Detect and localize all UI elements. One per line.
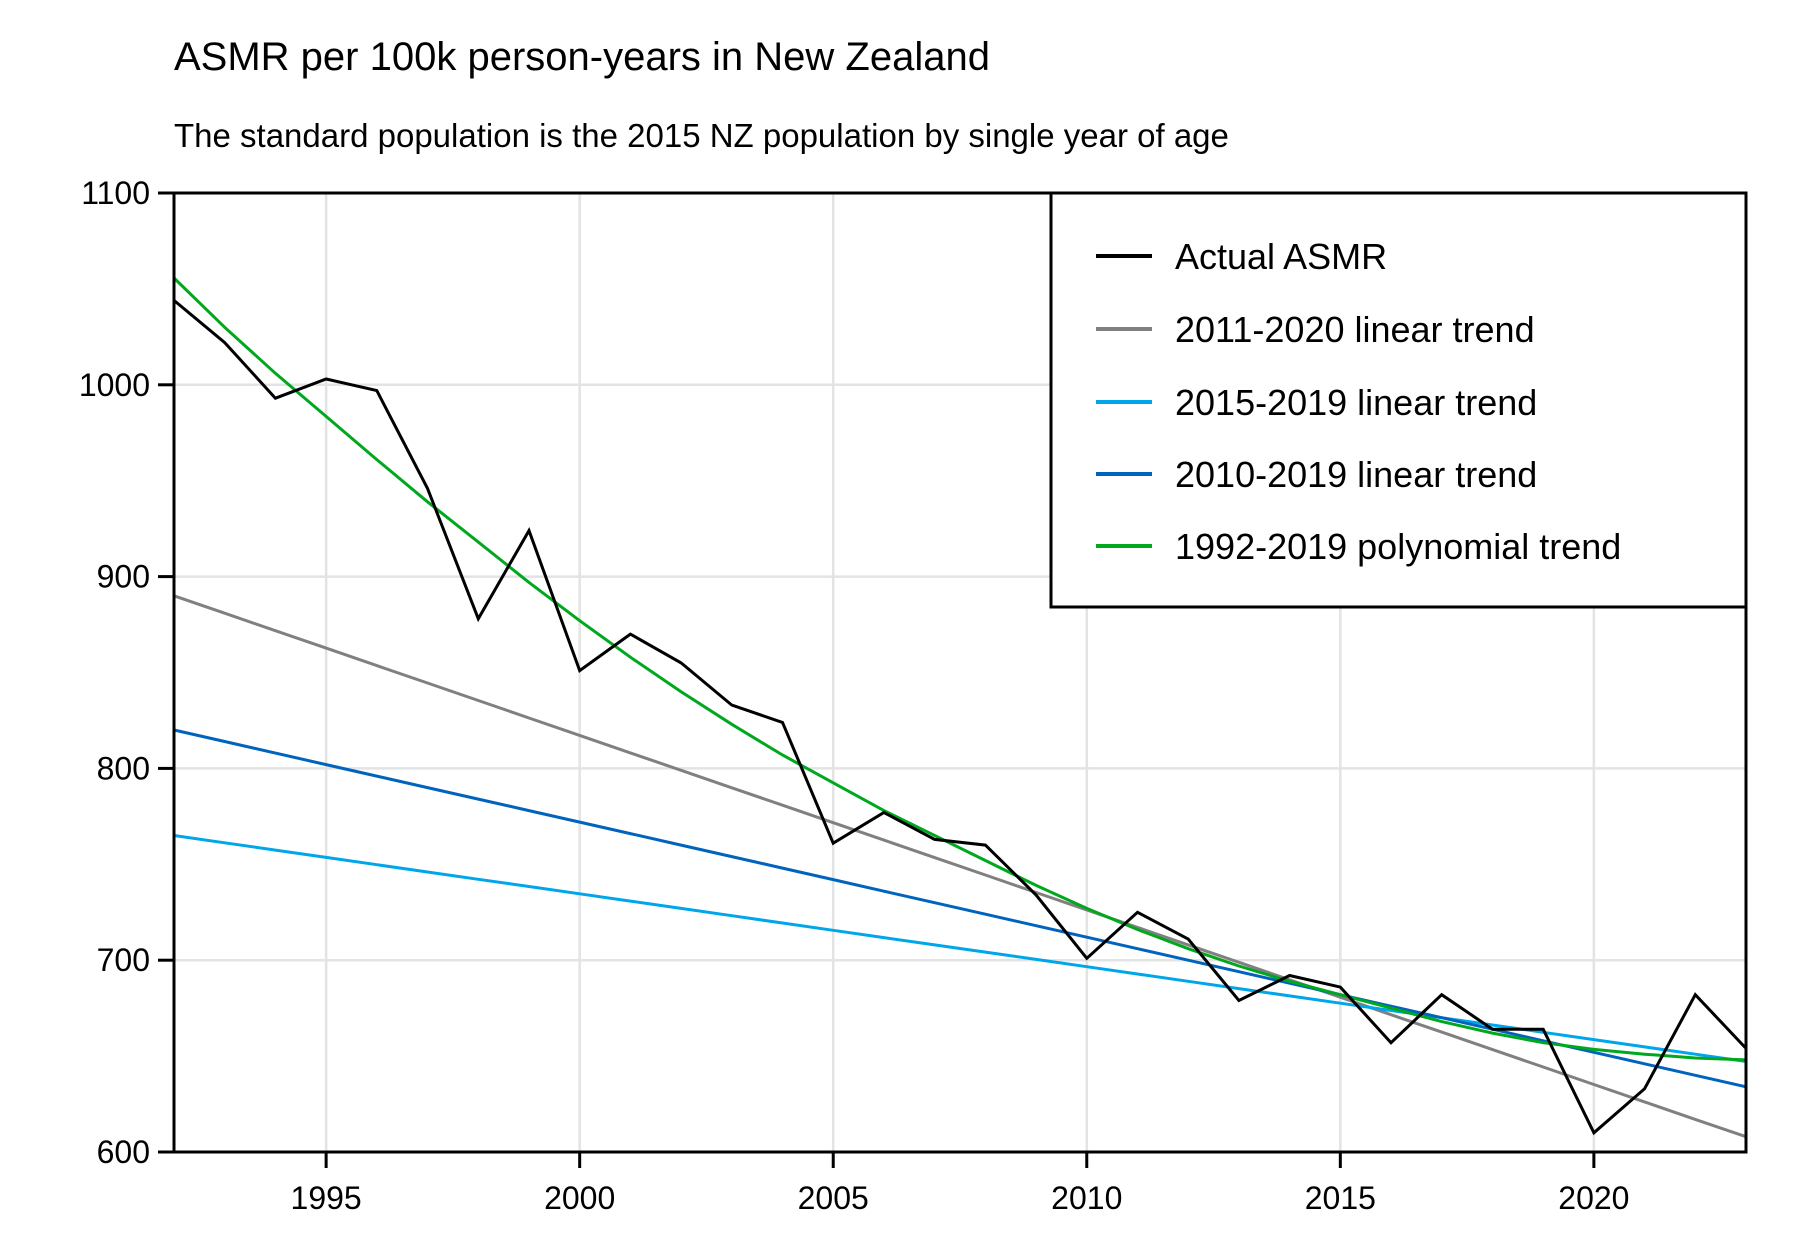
series-line-2010-2019-linear-trend xyxy=(173,728,1747,1089)
legend-item-2015-2019-linear-trend: 2015-2019 linear trend xyxy=(1096,382,1537,423)
series-line-actual-asmr xyxy=(173,299,1748,1136)
series-line-2011-2020-linear-trend xyxy=(173,594,1747,1139)
legend-label: 2015-2019 linear trend xyxy=(1175,382,1537,423)
legend-label: 2011-2020 linear trend xyxy=(1175,309,1535,350)
y-tick-label: 1000 xyxy=(79,367,150,403)
legend-item-2010-2019-linear-trend: 2010-2019 linear trend xyxy=(1096,454,1537,495)
y-tick-label: 800 xyxy=(97,750,150,786)
x-tick-label: 2000 xyxy=(544,1180,615,1216)
x-tick-label: 2015 xyxy=(1305,1180,1376,1216)
chart-subtitle: The standard population is the 2015 NZ p… xyxy=(174,117,1229,154)
x-tick-label: 2020 xyxy=(1558,1180,1629,1216)
x-tick-label: 2005 xyxy=(798,1180,869,1216)
y-tick-label: 900 xyxy=(97,559,150,595)
x-tick-label: 2010 xyxy=(1051,1180,1122,1216)
series-line-2015-2019-linear-trend xyxy=(173,834,1747,1063)
series-lines xyxy=(172,276,1748,1139)
plot-frame xyxy=(172,191,1748,1154)
x-tick-label: 1995 xyxy=(291,1180,362,1216)
chart-title: ASMR per 100k person-years in New Zealan… xyxy=(174,35,990,79)
legend-label: Actual ASMR xyxy=(1175,236,1387,277)
x-axis: 1995 2000 2005 2010 2015 2020 xyxy=(291,1152,1629,1216)
legend-box xyxy=(1049,191,1748,609)
legend-label: 1992-2019 polynomial trend xyxy=(1175,526,1621,567)
y-tick-label: 700 xyxy=(97,942,150,978)
legend-item-actual-asmr: Actual ASMR xyxy=(1096,236,1387,277)
legend-item-1992-2019-polynomial-trend: 1992-2019 polynomial trend xyxy=(1096,526,1621,567)
legend-label: 2010-2019 linear trend xyxy=(1175,454,1537,495)
y-tick-label: 600 xyxy=(97,1134,150,1170)
legend: Actual ASMR 2011-2020 linear trend 2015-20… xyxy=(1049,191,1748,609)
y-axis: 600 700 800 900 1000 1100 xyxy=(79,175,174,1170)
y-tick-label: 1100 xyxy=(81,175,150,211)
legend-item-2011-2020-linear-trend: 2011-2020 linear trend xyxy=(1096,309,1535,350)
